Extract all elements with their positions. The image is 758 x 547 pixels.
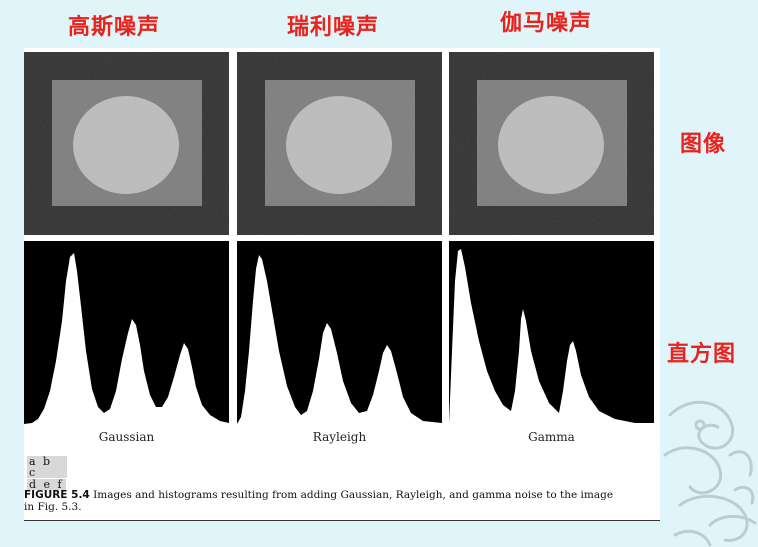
histogram-label-rayleigh: Rayleigh bbox=[312, 430, 367, 444]
grain-overlay bbox=[24, 52, 229, 235]
gaussian-noise-image bbox=[24, 52, 229, 235]
layout-key-row2: d e f bbox=[27, 478, 66, 491]
histogram-label-gamma: Gamma bbox=[528, 430, 575, 444]
heading-histogram-row: 直方图 bbox=[667, 342, 737, 367]
figure-caption: FIGURE 5.4 Images and histograms resulti… bbox=[24, 489, 658, 513]
rayleigh-histogram bbox=[237, 241, 442, 424]
heading-rayleigh-noise: 瑞利噪声 bbox=[287, 15, 380, 40]
caption-text-line2: in Fig. 5.3. bbox=[24, 501, 82, 513]
gamma-noise-image bbox=[449, 52, 654, 235]
grain-overlay bbox=[449, 52, 654, 235]
heading-gaussian-noise: 高斯噪声 bbox=[68, 15, 161, 40]
heading-image-row: 图像 bbox=[680, 132, 727, 157]
panel-layout-key: a b c d e f bbox=[27, 456, 67, 491]
caption-text: Images and histograms resulting from add… bbox=[93, 489, 614, 501]
dragon-decoration-icon bbox=[663, 400, 757, 547]
figure-number: FIGURE 5.4 bbox=[24, 489, 90, 501]
caption-rule bbox=[24, 520, 660, 521]
layout-key-row1: a b c bbox=[27, 456, 67, 478]
heading-gamma-noise: 伽马噪声 bbox=[500, 11, 593, 36]
histogram-label-gaussian: Gaussian bbox=[98, 430, 155, 444]
rayleigh-noise-image bbox=[237, 52, 442, 235]
gaussian-histogram bbox=[24, 241, 229, 424]
figure-panel: Gaussian Rayleigh Gamma a b c d e f FIGU… bbox=[24, 48, 660, 521]
grain-overlay bbox=[237, 52, 442, 235]
gamma-histogram bbox=[449, 241, 654, 424]
